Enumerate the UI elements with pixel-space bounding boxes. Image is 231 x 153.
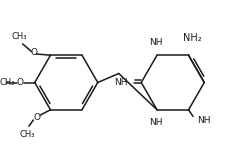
Text: NH: NH	[148, 118, 161, 127]
Text: NH₂: NH₂	[182, 33, 201, 43]
Text: O: O	[30, 48, 37, 57]
Text: NH: NH	[114, 78, 127, 87]
Text: NH: NH	[196, 116, 210, 125]
Text: CH₃: CH₃	[0, 78, 15, 87]
Text: NH: NH	[148, 38, 161, 47]
Text: CH₃: CH₃	[11, 32, 27, 41]
Text: O: O	[17, 78, 24, 87]
Text: O: O	[33, 113, 40, 122]
Text: CH₃: CH₃	[19, 130, 35, 139]
